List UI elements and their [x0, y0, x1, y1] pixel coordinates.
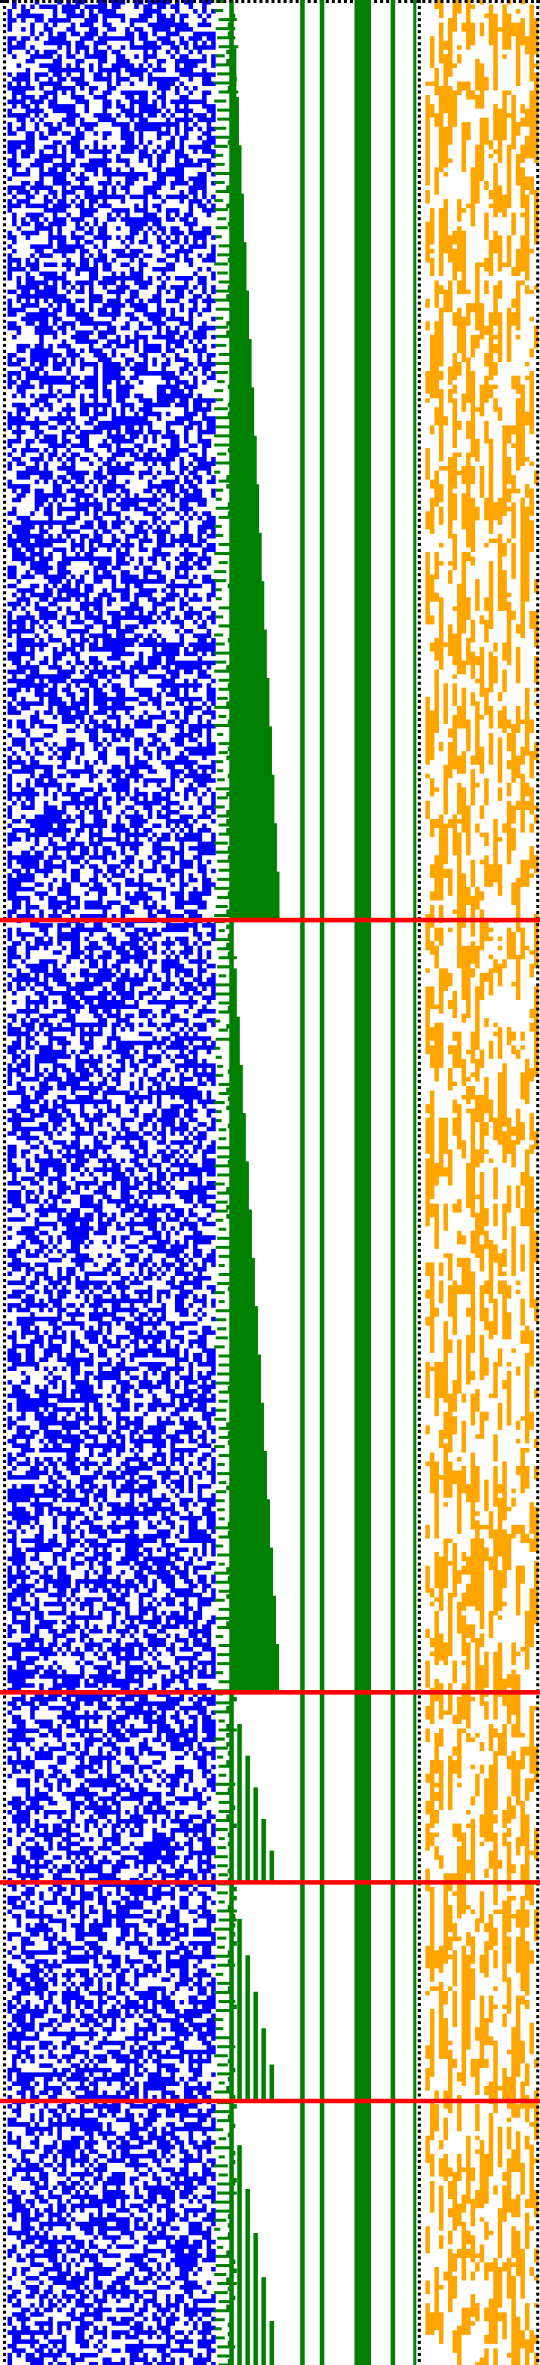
- green-line: [413, 0, 417, 2365]
- green-line: [354, 0, 372, 2365]
- green-line: [319, 0, 325, 2365]
- separators: [0, 917, 540, 2104]
- green-staircase: [214, 0, 280, 2365]
- blue-field: [7, 0, 216, 2365]
- orange-field: [425, 0, 539, 2365]
- green-columns: [300, 0, 417, 2365]
- green-line: [300, 0, 305, 2365]
- layers: [7, 0, 539, 2365]
- green-line: [390, 0, 396, 2365]
